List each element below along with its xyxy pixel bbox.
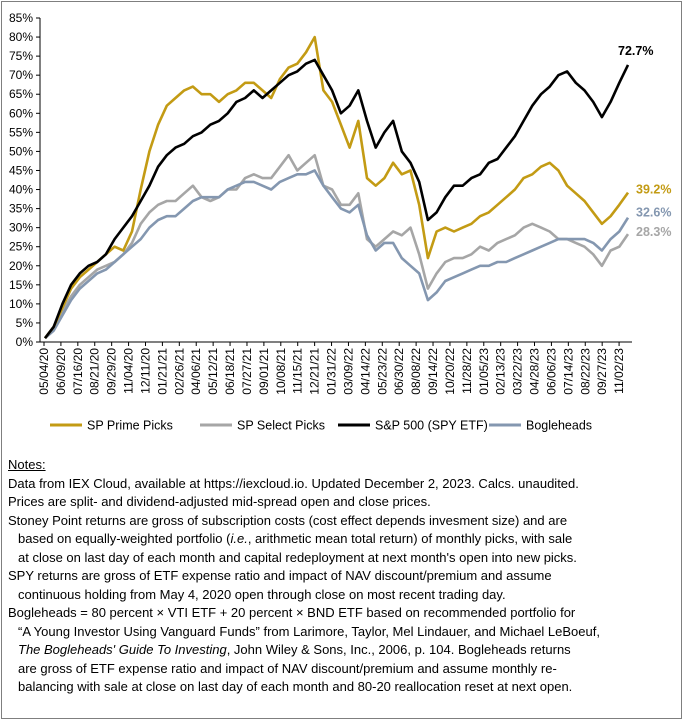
y-tick-label: 80% (9, 30, 33, 44)
x-tick-label: 01/05/23 (477, 348, 491, 395)
x-tick-label: 05/12/21 (206, 348, 220, 395)
series-line (43, 153, 630, 339)
x-tick-label: 11/04/20 (122, 348, 136, 394)
x-tick-label: 12/11/20 (138, 348, 152, 394)
x-tick-label: 08/21/20 (88, 348, 102, 395)
x-tick-label: 06/18/21 (223, 348, 237, 395)
notes-block: Notes: Data from IEX Cloud, available at… (8, 456, 680, 697)
note-line: based on equally-weighted portfolio (i.e… (8, 530, 680, 549)
x-tick-label: 11/28/22 (460, 348, 474, 394)
x-tick-label: 04/06/21 (189, 348, 203, 395)
y-tick-label: 75% (9, 49, 33, 63)
note-line: continuous holding from May 4, 2020 open… (18, 586, 506, 602)
y-tick-label: 60% (9, 106, 33, 120)
y-tick-label: 50% (9, 144, 33, 158)
x-tick-label: 01/31/22 (325, 348, 339, 395)
x-tick-label: 01/21/21 (155, 348, 169, 395)
x-tick-label: 03/09/22 (341, 348, 355, 395)
note-line: The Bogleheads' Guide To Investing, John… (8, 641, 680, 660)
note-line: SPY returns are gross of ETF expense rat… (8, 568, 552, 583)
series-layer (43, 35, 630, 340)
y-tick-label: 20% (9, 259, 33, 273)
legend-label: Bogleheads (526, 419, 592, 433)
end-labels: 39.2% 28.3% 72.7% 32.6% (618, 44, 671, 239)
x-tick-label: 04/14/22 (358, 348, 372, 395)
series-end-label: 39.2% (636, 183, 671, 197)
note-text: based on equally-weighted portfolio ( (18, 531, 231, 546)
series-line (43, 35, 630, 339)
y-tick-label: 45% (9, 163, 33, 177)
series-end-label: 72.7% (618, 44, 653, 58)
y-tick-label: 25% (9, 240, 33, 254)
note-line: Bogleheads = 80 percent × VTI ETF + 20 p… (8, 605, 576, 620)
y-axis: 0% 5% 10% 15% 20% 25% 30% 35% 40% 45% 50% 55% 60% 65%… (9, 11, 41, 349)
y-tick-label: 40% (9, 183, 33, 197)
x-tick-label: 02/13/23 (494, 348, 508, 395)
x-tick-label: 06/09/20 (54, 348, 68, 395)
y-tick-label: 5% (16, 316, 34, 330)
y-tick-label: 70% (9, 68, 33, 82)
x-tick-label: 10/20/22 (443, 348, 457, 395)
note-line: Stoney Point returns are gross of subscr… (8, 512, 568, 528)
y-tick-label: 35% (9, 202, 33, 216)
series-end-label: 32.6% (636, 206, 671, 220)
note-text: , John Wiley & Sons, Inc., 2006, p. 104.… (226, 642, 571, 657)
y-tick-label: 10% (9, 297, 33, 311)
note-italic-text: i.e. (230, 531, 248, 546)
note-line: balancing with sale at close on last day… (18, 679, 573, 694)
x-tick-label: 11/02/23 (612, 348, 626, 394)
x-tick-label: 12/21/21 (308, 348, 322, 395)
y-tick-label: 30% (9, 221, 33, 235)
x-tick-label: 09/14/22 (426, 348, 440, 395)
x-tick-label: 06/30/22 (392, 348, 406, 395)
legend: SP Prime Picks SP Select Picks S&P 500 (SP… (50, 419, 592, 433)
x-tick-label: 09/29/20 (105, 348, 119, 395)
x-tick-label: 08/22/23 (578, 348, 592, 395)
note-italic-text: The Bogleheads' Guide To Investing (18, 642, 227, 657)
note-text: , arithmetic mean total return) of month… (247, 531, 573, 546)
x-tick-label: 07/14/23 (561, 348, 575, 395)
note-line: are gross of ETF expense ratio and impac… (18, 660, 557, 676)
x-tick-label: 03/22/23 (511, 348, 525, 395)
y-tick-label: 85% (9, 11, 33, 25)
x-tick-label: 09/01/21 (257, 348, 271, 395)
legend-label: S&P 500 (SPY ETF) (375, 419, 488, 433)
series-line (44, 169, 630, 340)
x-tick-label: 07/27/21 (240, 348, 254, 395)
x-tick-label: 08/08/22 (409, 348, 423, 395)
legend-label: SP Select Picks (237, 419, 325, 433)
y-tick-label: 0% (16, 335, 34, 349)
note-line: “A Young Investor Using Vanguard Funds” … (18, 623, 600, 639)
series-line (43, 58, 630, 339)
x-tick-label: 04/28/23 (528, 348, 542, 395)
x-tick-label: 10/08/21 (274, 348, 288, 395)
x-tick-label: 05/04/20 (37, 348, 51, 395)
line-chart: 0% 5% 10% 15% 20% 25% 30% 35% 40% 45% 50% 55% 60% 65%… (9, 11, 671, 433)
x-tick-label: 07/16/20 (71, 348, 85, 395)
x-tick-label: 06/06/23 (544, 348, 558, 395)
y-tick-label: 55% (9, 125, 33, 139)
note-line: Prices are split- and dividend-adjusted … (8, 494, 431, 509)
x-axis: 05/04/20 06/09/20 07/16/20 08/21/20 09/29/20… (37, 341, 632, 395)
legend-label: SP Prime Picks (87, 419, 173, 433)
note-line: Data from IEX Cloud, available at https:… (8, 475, 579, 491)
x-tick-label: 05/23/22 (375, 348, 389, 395)
y-tick-label: 65% (9, 87, 33, 101)
y-tick-label: 15% (9, 278, 33, 292)
x-tick-label: 09/27/23 (595, 348, 609, 395)
notes-heading: Notes: (8, 457, 46, 472)
series-end-label: 28.3% (636, 225, 671, 239)
x-tick-label: 02/26/21 (172, 348, 186, 395)
note-line: at close on last day of each month and c… (18, 549, 577, 565)
x-tick-label: 11/15/21 (291, 348, 305, 394)
